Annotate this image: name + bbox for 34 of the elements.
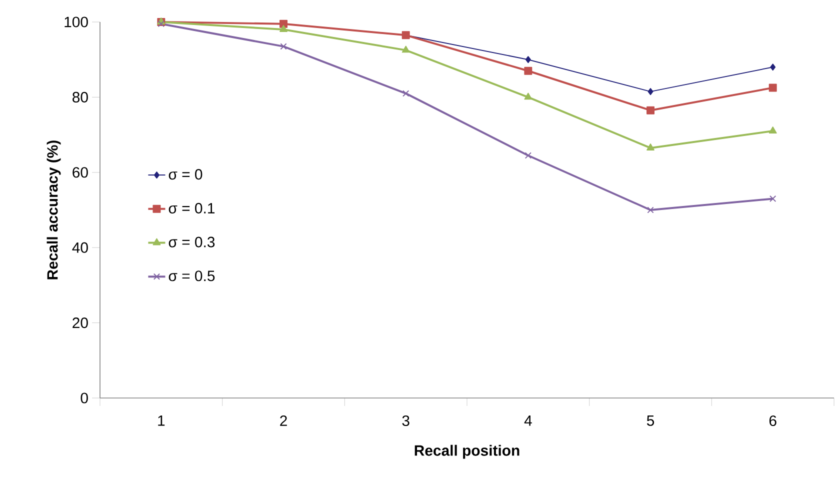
point [280, 43, 287, 50]
y-tick-label: 80 [72, 92, 88, 102]
point [648, 88, 654, 96]
legend-label: σ = 0.3 [168, 236, 215, 248]
x-tick-label: 3 [402, 415, 410, 426]
point [647, 206, 654, 214]
point [524, 152, 532, 159]
x-tick-label: 5 [646, 415, 654, 426]
y-tick-label: 0 [80, 392, 88, 404]
point [525, 56, 531, 64]
x-tick-label: 6 [769, 415, 776, 426]
point [646, 143, 654, 150]
point [770, 195, 776, 202]
point [768, 126, 777, 134]
point [402, 46, 410, 53]
y-tick-label: 20 [72, 318, 88, 328]
y-tick-label: 60 [72, 167, 88, 178]
y-tick-label: 100 [64, 16, 88, 28]
point [524, 92, 532, 100]
x-axis-title: Recall position [414, 444, 520, 459]
point [524, 66, 532, 75]
y-axis-title: Recall accuracy (%) [46, 140, 61, 280]
legend-label: σ = 0 [168, 169, 202, 180]
y-tick-label: 40 [72, 242, 88, 253]
x-tick-label: 4 [524, 415, 532, 426]
x-tick-label: 1 [158, 415, 165, 426]
point [770, 64, 776, 71]
x-tick-label: 2 [280, 415, 287, 426]
point [402, 90, 410, 97]
point [280, 25, 288, 32]
point [768, 84, 777, 92]
point [646, 106, 654, 114]
legend-label: σ = 0.5 [168, 270, 215, 282]
legend-label: σ = 0.1 [168, 202, 215, 214]
